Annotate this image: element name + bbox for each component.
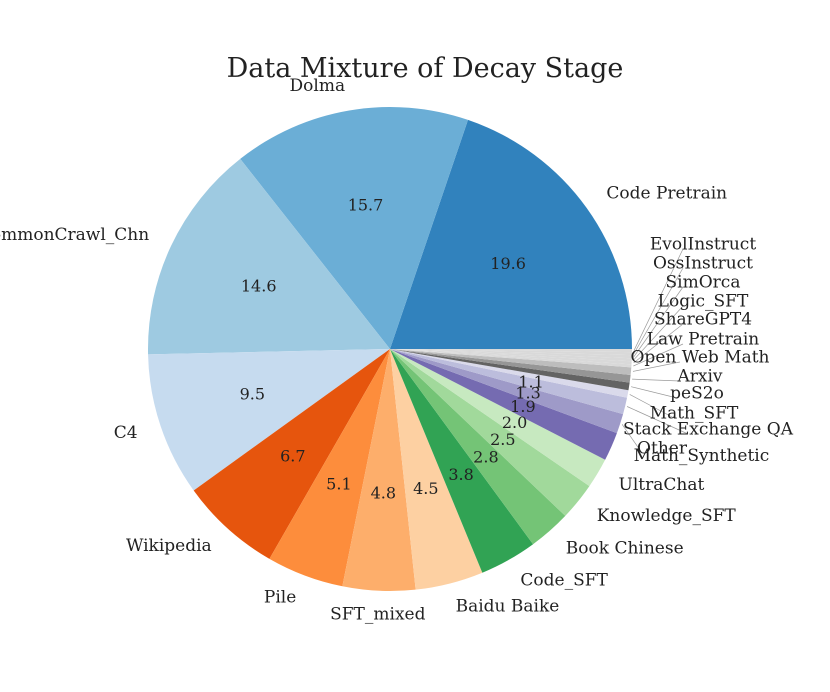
slice-math-synthetic — [390, 349, 617, 460]
leader-lines — [621, 248, 689, 454]
slice-arxiv — [390, 349, 631, 383]
slice-label-arxiv: Arxiv — [676, 367, 722, 387]
pct-label-c4: 9.5 — [240, 385, 265, 404]
slice-open-web-math — [390, 349, 632, 376]
slice-sft-mixed — [342, 349, 416, 592]
slice-pes2o — [390, 349, 630, 391]
leader-line-ossinstruct — [633, 267, 684, 354]
slice-dolma — [240, 106, 468, 349]
slice-simorca — [390, 349, 632, 359]
pie-slices — [148, 106, 632, 592]
slice-code-sft — [390, 349, 534, 573]
slice-label-commoncrawl-chn: CommonCrawl_Chn — [0, 225, 149, 245]
slice-label-sft-mixed: SFT_mixed — [330, 604, 425, 624]
slice-label-other: Other — [637, 439, 688, 459]
pct-label-dolma: 15.7 — [348, 195, 384, 214]
slice-stack-exchange-qa — [390, 349, 628, 415]
slice-label-logic-sft: Logic_SFT — [658, 292, 749, 312]
pct-label-wikipedia: 6.7 — [280, 446, 305, 465]
slice-code-pretrain — [390, 119, 632, 349]
slice-pile — [269, 349, 390, 587]
slice-label-baidu-baike: Baidu Baike — [456, 597, 560, 617]
pct-label-book-chinese: 2.8 — [473, 448, 498, 467]
chart-title: Data Mixture of Decay Stage — [227, 53, 624, 84]
slice-label-pes2o: peS2o — [670, 384, 724, 404]
slice-label-code-pretrain: Code Pretrain — [606, 184, 727, 204]
slice-label-code-sft: Code_SFT — [520, 571, 608, 591]
slice-c4 — [148, 349, 390, 491]
slice-label-open-web-math: Open Web Math — [631, 348, 770, 368]
leader-line-evolinstruct — [633, 248, 684, 351]
slice-evolinstruct — [390, 349, 632, 353]
slice-label-wikipedia: Wikipedia — [126, 536, 212, 556]
leader-line-arxiv — [632, 378, 681, 382]
pct-label-commoncrawl-chn: 14.6 — [241, 277, 277, 296]
slice-label-stack-exchange-qa: Stack Exchange QA — [623, 420, 794, 440]
slice-ossinstruct — [390, 349, 632, 356]
slice-label-simorca: SimOrca — [666, 273, 741, 293]
leader-line-sharegpt4 — [633, 323, 684, 364]
leader-line-stack-exchange-qa — [626, 406, 689, 435]
slice-math-sft — [390, 349, 629, 398]
slice-logic-sft — [390, 349, 632, 362]
slice-label-ultrachat: UltraChat — [619, 475, 705, 495]
slice-ultrachat — [390, 349, 606, 487]
slice-label-sharegpt4: ShareGPT4 — [654, 310, 752, 330]
slice-labels: Code Pretrain Dolma CommonCrawl_Chn C4 Wikip… — [0, 76, 794, 624]
slice-book-chinese — [390, 349, 566, 545]
pct-label-knowledge-sft: 2.5 — [490, 430, 515, 449]
pct-label-code-pretrain: 19.6 — [490, 254, 526, 273]
pct-label-other: 1.3 — [515, 383, 540, 402]
slice-label-dolma: Dolma — [290, 76, 346, 96]
slice-label-math-synthetic: Math_Synthetic — [634, 446, 770, 466]
slice-label-book-chinese: Book Chinese — [566, 538, 684, 558]
slice-commoncrawl-chn — [148, 158, 390, 355]
leader-line-logic-sft — [633, 305, 684, 361]
slice-knowledge-sft — [390, 349, 590, 516]
slice-sharegpt4 — [390, 349, 632, 365]
slice-label-law-pretrain: Law Pretrain — [647, 330, 760, 350]
pct-label-code-sft: 3.8 — [448, 465, 473, 484]
leader-line-pes2o — [631, 386, 678, 399]
percent-labels: 19.615.714.69.56.75.1 4.8 4.53.82.82.52.01… — [240, 195, 544, 502]
slice-label-c4: C4 — [114, 423, 138, 443]
pct-label-sft-mixed: 4.8 — [371, 484, 396, 503]
leader-line-math-sft — [629, 394, 675, 419]
leader-line-open-web-math — [632, 361, 681, 372]
slice-label-math-sft: Math_SFT — [650, 404, 739, 424]
slice-label-knowledge-sft: Knowledge_SFT — [597, 506, 737, 526]
pct-label-ultrachat: 2.0 — [502, 413, 527, 432]
pct-label-baidu-baike: 4.5 — [413, 479, 438, 498]
slice-law-pretrain — [390, 349, 632, 368]
pct-label-pile: 5.1 — [326, 474, 351, 493]
pct-label-stack-exchange-qa: 1.1 — [518, 373, 543, 392]
slice-label-pile: Pile — [264, 588, 296, 608]
slice-wikipedia — [193, 349, 390, 559]
slice-other — [390, 349, 624, 434]
slice-baidu-baike — [390, 349, 483, 590]
pct-label-math-synthetic: 1.9 — [510, 397, 535, 416]
leader-line-simorca — [633, 286, 684, 357]
slice-label-evolinstruct: EvolInstruct — [650, 235, 757, 255]
leader-line-law-pretrain — [633, 343, 684, 367]
slice-label-ossinstruct: OssInstruct — [653, 254, 753, 274]
leader-line-other — [621, 424, 643, 454]
